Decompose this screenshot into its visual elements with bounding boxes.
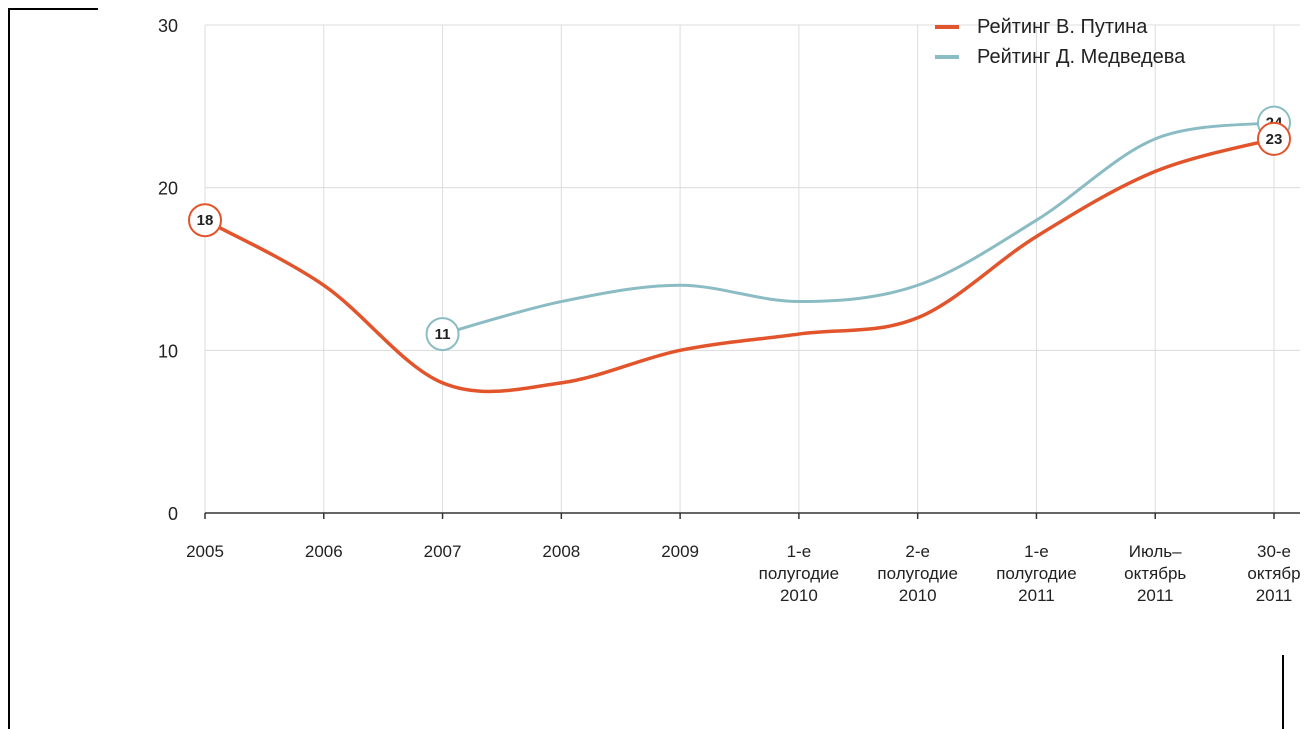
legend-item-medvedev: Рейтинг Д. Медведева — [935, 42, 1185, 72]
legend-swatch-putin — [935, 25, 959, 29]
frame-left-line — [8, 8, 10, 729]
frame-top-line — [8, 8, 98, 10]
legend-label-medvedev: Рейтинг Д. Медведева — [977, 46, 1186, 68]
legend-item-putin: Рейтинг В. Путина — [935, 12, 1185, 42]
series-line-medvedev — [441, 121, 1276, 336]
y-tick-label: 20 — [158, 179, 178, 199]
x-tick-label: 2-е полугодие 2010 — [877, 542, 957, 605]
x-tick-label: 30-е октябр 2011 — [1247, 542, 1300, 605]
x-tick-label: 2009 — [661, 542, 699, 561]
grid-layer — [204, 24, 1300, 513]
callout-circle — [1257, 121, 1291, 156]
callout-value: 18 — [197, 212, 214, 229]
callout-layer: 18112423 — [188, 105, 1291, 352]
frame-right-line — [1282, 655, 1284, 729]
callout-circle — [188, 203, 222, 238]
x-tick-label: 1-е полугодие 2011 — [996, 542, 1076, 605]
callout-circle — [425, 317, 460, 352]
x-tick-label: 1-е полугодие 2010 — [759, 542, 839, 605]
callout-value: 23 — [1266, 131, 1283, 148]
y-tick-label: 10 — [158, 341, 178, 361]
y-tick-label: 0 — [168, 504, 178, 524]
x-tick-label: 2005 — [186, 542, 224, 561]
data-label-callout: 23 — [1257, 121, 1291, 156]
axis-layer: 0 10 20 30 2005 2006 2007 2008 2009 1-е полугодие 2… — [158, 16, 1301, 605]
legend-swatch-medvedev — [935, 55, 959, 59]
data-label-callout: 11 — [425, 317, 460, 352]
callout-value: 11 — [435, 326, 451, 343]
series-line-putin — [203, 137, 1276, 394]
y-tick-label: 30 — [158, 16, 178, 36]
legend-label-putin: Рейтинг В. Путина — [977, 16, 1148, 38]
legend: Рейтинг В. Путина Рейтинг Д. Медведева — [935, 12, 1185, 72]
data-label-callout: 18 — [188, 203, 222, 238]
x-tick-label: Июль– октябрь 2011 — [1124, 542, 1186, 605]
x-tick-label: 2007 — [424, 542, 462, 561]
x-tick-label: 2006 — [305, 542, 343, 561]
series-layer — [203, 121, 1276, 394]
x-tick-label: 2008 — [542, 542, 580, 561]
